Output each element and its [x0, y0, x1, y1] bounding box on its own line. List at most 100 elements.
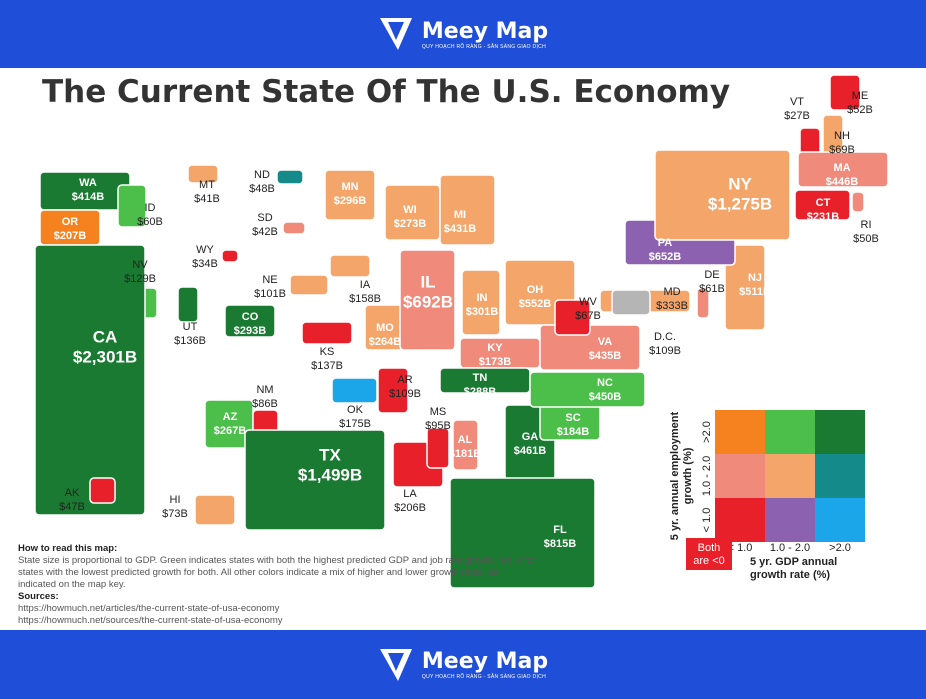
- state-name: NE: [262, 274, 277, 286]
- state-gdp: $815B: [544, 538, 576, 550]
- state-name: WI: [403, 204, 416, 216]
- state-name: IN: [477, 292, 488, 304]
- state-shape: [696, 287, 710, 319]
- brand: Meey Map: [421, 18, 549, 44]
- state-name: NH: [834, 130, 850, 142]
- state-gdp: $173B: [479, 356, 511, 368]
- state-gdp: $27B: [784, 110, 810, 122]
- state-name: DE: [704, 269, 719, 281]
- state-name: HI: [170, 494, 181, 506]
- state-shape: [324, 169, 376, 221]
- footer-bar: Meey Map QUY HOẠCH RÕ RÀNG - SẴN SÀNG GIA…: [0, 630, 926, 699]
- state-gdp: $450B: [589, 391, 621, 403]
- state-gdp: $50B: [853, 233, 879, 245]
- state-name: CA: [93, 327, 118, 346]
- state-gdp: $296B: [334, 195, 366, 207]
- state-name: WA: [79, 177, 97, 189]
- sources-heading: Sources:: [18, 591, 59, 602]
- state-gdp: $137B: [311, 360, 343, 372]
- notes-heading: How to read this map:: [18, 543, 118, 554]
- tagline: QUY HOẠCH RÕ RÀNG - SẴN SÀNG GIAO DỊCH: [421, 43, 546, 50]
- state-shape: [611, 289, 651, 316]
- state-name: GA: [522, 431, 539, 443]
- notes: How to read this map: State size is prop…: [18, 543, 538, 627]
- state-gdp: $42B: [252, 226, 278, 238]
- state-name: UT: [183, 321, 198, 333]
- state-shape: [851, 191, 865, 213]
- both-negative-box: [686, 538, 732, 570]
- logo-icon: [379, 648, 412, 681]
- state-gdp: $136B: [174, 335, 206, 347]
- state-shape: [654, 149, 791, 241]
- state-gdp: $652B: [649, 251, 681, 263]
- legend-cell: [715, 498, 765, 542]
- state-gdp: $41B: [194, 193, 220, 205]
- state-gdp: $129B: [124, 273, 156, 285]
- state-shape: [439, 174, 496, 246]
- state-name: NY: [728, 174, 752, 193]
- state-name: AZ: [223, 411, 238, 423]
- state-name: ID: [145, 202, 156, 214]
- legend-cell: [815, 454, 865, 498]
- state-gdp: $69B: [829, 144, 855, 156]
- state-gdp: $293B: [234, 325, 266, 337]
- state-name: WV: [579, 296, 597, 308]
- state-gdp: $333B: [656, 300, 688, 312]
- state-gdp: $67B: [575, 310, 601, 322]
- state-shape: [426, 427, 450, 469]
- state-gdp: $109B: [389, 388, 421, 400]
- source: https://howmuch.net/articles/the-current…: [18, 603, 280, 614]
- state-shape: [399, 249, 456, 351]
- state-name: VT: [790, 96, 804, 108]
- state-shape: [301, 321, 353, 345]
- state-gdp: $552B: [519, 298, 551, 310]
- state-shape: [452, 419, 479, 471]
- state-gdp: $431B: [444, 223, 476, 235]
- state-gdp: $73B: [162, 508, 188, 520]
- state-name: MN: [341, 181, 358, 193]
- state-name: PA: [658, 237, 673, 249]
- state-shape: [724, 244, 766, 331]
- state-name: MI: [454, 209, 466, 221]
- state-shape: [329, 254, 371, 278]
- state-gdp: $692B: [403, 292, 453, 311]
- source: https://howmuch.net/sources/the-current-…: [18, 615, 283, 626]
- state-shape: [244, 429, 386, 531]
- state-gdp: $288B: [464, 386, 496, 398]
- state-shape: [797, 151, 889, 188]
- state-shape: [117, 184, 147, 228]
- state-name: AK: [65, 487, 80, 499]
- state-name: IA: [360, 279, 371, 291]
- state-gdp: $34B: [192, 258, 218, 270]
- state-shape: [177, 286, 199, 323]
- legend-cell: [765, 454, 815, 498]
- state-shape: [282, 221, 306, 235]
- state-gdp: $435B: [589, 350, 621, 362]
- legend-y-title: growth (%): [682, 447, 694, 504]
- state-gdp: $95B: [425, 420, 451, 432]
- legend-row-label: < 1.0: [701, 508, 713, 533]
- state-name: IL: [420, 272, 435, 291]
- state-shape: [449, 477, 596, 589]
- state-gdp: $264B: [369, 336, 401, 348]
- state-gdp: $206B: [394, 502, 426, 514]
- legend-cell: [765, 498, 815, 542]
- state-name: RI: [861, 219, 872, 231]
- state-name: ME: [852, 90, 869, 102]
- state-name: SC: [565, 412, 580, 424]
- state-gdp: $60B: [137, 216, 163, 228]
- title: The Current State Of The U.S. Economy: [42, 74, 731, 110]
- tagline: QUY HOẠCH RÕ RÀNG - SẴN SÀNG GIAO DỊCH: [421, 674, 546, 680]
- state-name: D.C.: [654, 331, 676, 343]
- state-shape: [89, 477, 116, 504]
- state-name: NJ: [748, 272, 762, 284]
- legend-cell: [815, 410, 865, 454]
- state-gdp: $181B: [449, 448, 481, 460]
- state-shape: [829, 74, 861, 111]
- state-shape: [276, 169, 304, 185]
- state-name: AL: [458, 434, 473, 446]
- state-gdp: $175B: [339, 418, 371, 430]
- state-gdp: $86B: [252, 398, 278, 410]
- state-name: KS: [320, 346, 335, 358]
